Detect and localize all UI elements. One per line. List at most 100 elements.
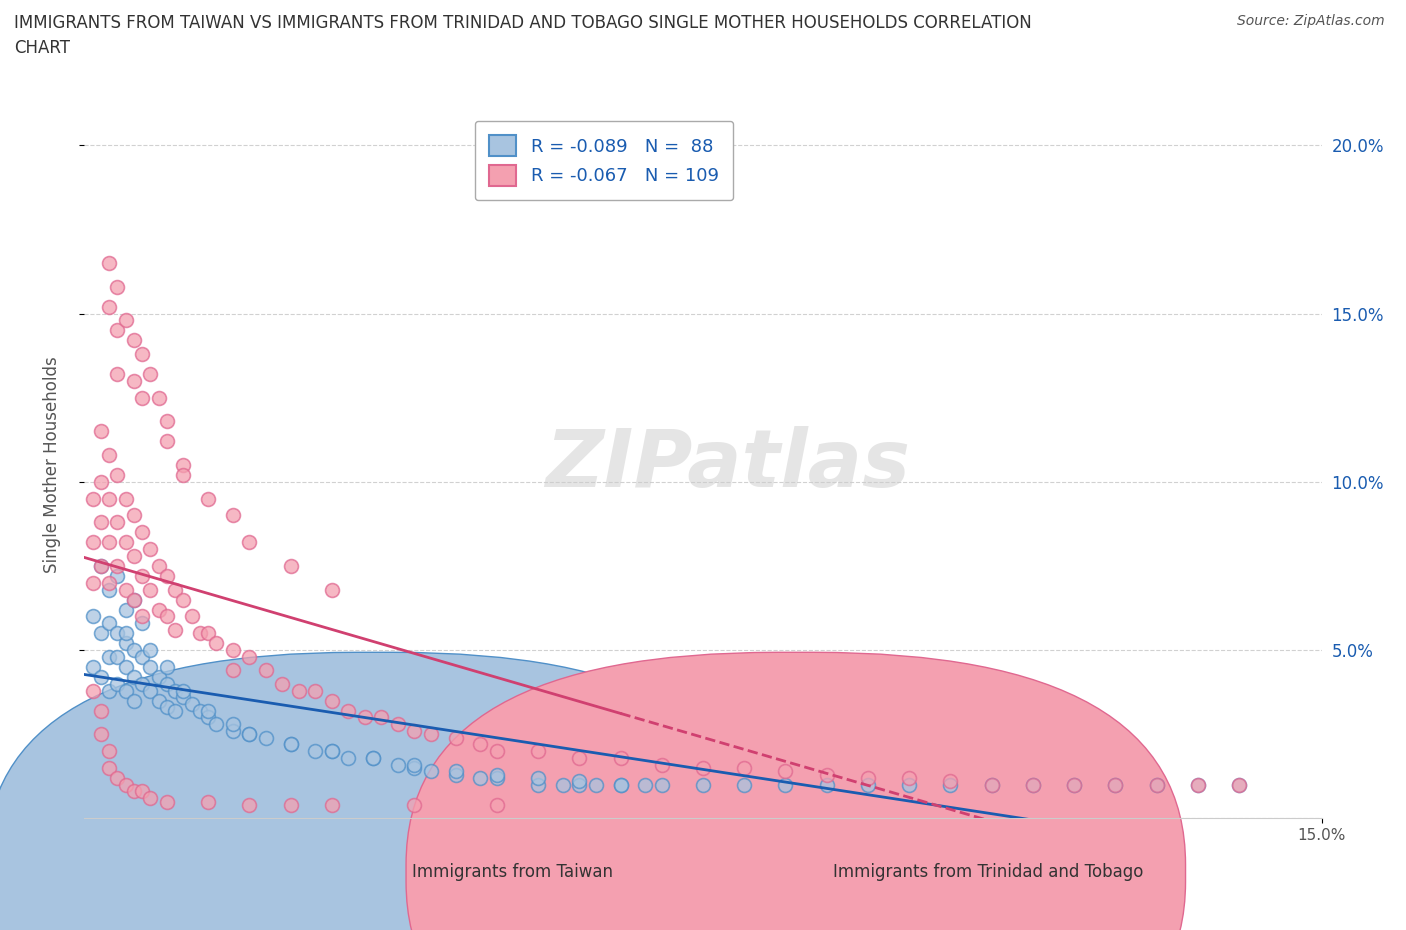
Point — [156, 609, 179, 624]
Point — [254, 730, 277, 745]
Point — [188, 703, 211, 718]
Point — [156, 434, 179, 449]
Point — [82, 609, 104, 624]
Point — [148, 693, 170, 708]
Point — [122, 693, 145, 708]
Point — [321, 693, 343, 708]
Point — [98, 299, 121, 314]
Point — [404, 724, 426, 738]
Point — [271, 676, 294, 691]
Point — [197, 794, 219, 809]
Point — [122, 643, 145, 658]
Point — [156, 794, 179, 809]
Point — [1187, 777, 1209, 792]
Point — [105, 515, 128, 530]
Point — [337, 751, 360, 765]
Point — [131, 676, 153, 691]
Point — [98, 683, 121, 698]
Point — [898, 777, 921, 792]
Point — [733, 761, 755, 776]
Point — [122, 592, 145, 607]
Point — [651, 757, 673, 772]
Text: Source: ZipAtlas.com: Source: ZipAtlas.com — [1237, 14, 1385, 28]
Point — [122, 508, 145, 523]
Point — [404, 798, 426, 813]
Point — [139, 541, 162, 556]
Point — [90, 424, 112, 439]
Point — [139, 659, 162, 674]
Point — [98, 649, 121, 664]
Point — [485, 798, 508, 813]
Point — [131, 784, 153, 799]
Point — [105, 323, 128, 338]
Point — [139, 643, 162, 658]
Point — [156, 700, 179, 715]
Point — [238, 727, 260, 742]
Point — [114, 535, 136, 550]
Point — [180, 609, 202, 624]
Point — [692, 761, 714, 776]
Point — [387, 757, 409, 772]
Point — [131, 525, 153, 539]
Point — [197, 703, 219, 718]
Point — [980, 777, 1002, 792]
Point — [98, 447, 121, 462]
Point — [90, 559, 112, 574]
Point — [419, 727, 441, 742]
Point — [939, 774, 962, 789]
Point — [105, 676, 128, 691]
Point — [105, 568, 128, 583]
Point — [82, 491, 104, 506]
Point — [139, 582, 162, 597]
Point — [980, 777, 1002, 792]
Point — [105, 626, 128, 641]
Point — [609, 777, 631, 792]
Point — [370, 710, 392, 724]
Point — [527, 744, 550, 759]
Point — [1022, 777, 1045, 792]
Point — [156, 414, 179, 429]
Point — [1227, 777, 1250, 792]
Point — [361, 751, 384, 765]
Point — [156, 676, 179, 691]
Point — [139, 366, 162, 381]
Point — [470, 771, 492, 786]
Point — [114, 659, 136, 674]
Point — [122, 333, 145, 348]
Point — [131, 391, 153, 405]
Text: Immigrants from Trinidad and Tobago: Immigrants from Trinidad and Tobago — [832, 863, 1143, 881]
Point — [122, 670, 145, 684]
Point — [1063, 777, 1085, 792]
Point — [82, 683, 104, 698]
Point — [98, 256, 121, 271]
Point — [444, 767, 467, 782]
Point — [1104, 777, 1126, 792]
Legend: R = -0.089   N =  88, R = -0.067   N = 109: R = -0.089 N = 88, R = -0.067 N = 109 — [475, 121, 733, 200]
Point — [90, 626, 112, 641]
Point — [98, 576, 121, 591]
Point — [122, 592, 145, 607]
Point — [485, 771, 508, 786]
Point — [114, 603, 136, 618]
Point — [131, 347, 153, 362]
Point — [114, 312, 136, 327]
Point — [254, 663, 277, 678]
Point — [238, 727, 260, 742]
Point — [238, 798, 260, 813]
Point — [470, 737, 492, 751]
Point — [114, 491, 136, 506]
Point — [815, 767, 838, 782]
Point — [98, 535, 121, 550]
Point — [551, 777, 574, 792]
Point — [568, 751, 591, 765]
Point — [321, 798, 343, 813]
Point — [90, 559, 112, 574]
Point — [90, 515, 112, 530]
Point — [387, 717, 409, 732]
Point — [156, 659, 179, 674]
Point — [148, 603, 170, 618]
Point — [304, 744, 326, 759]
Point — [1063, 777, 1085, 792]
FancyBboxPatch shape — [406, 652, 1185, 930]
Point — [1187, 777, 1209, 792]
